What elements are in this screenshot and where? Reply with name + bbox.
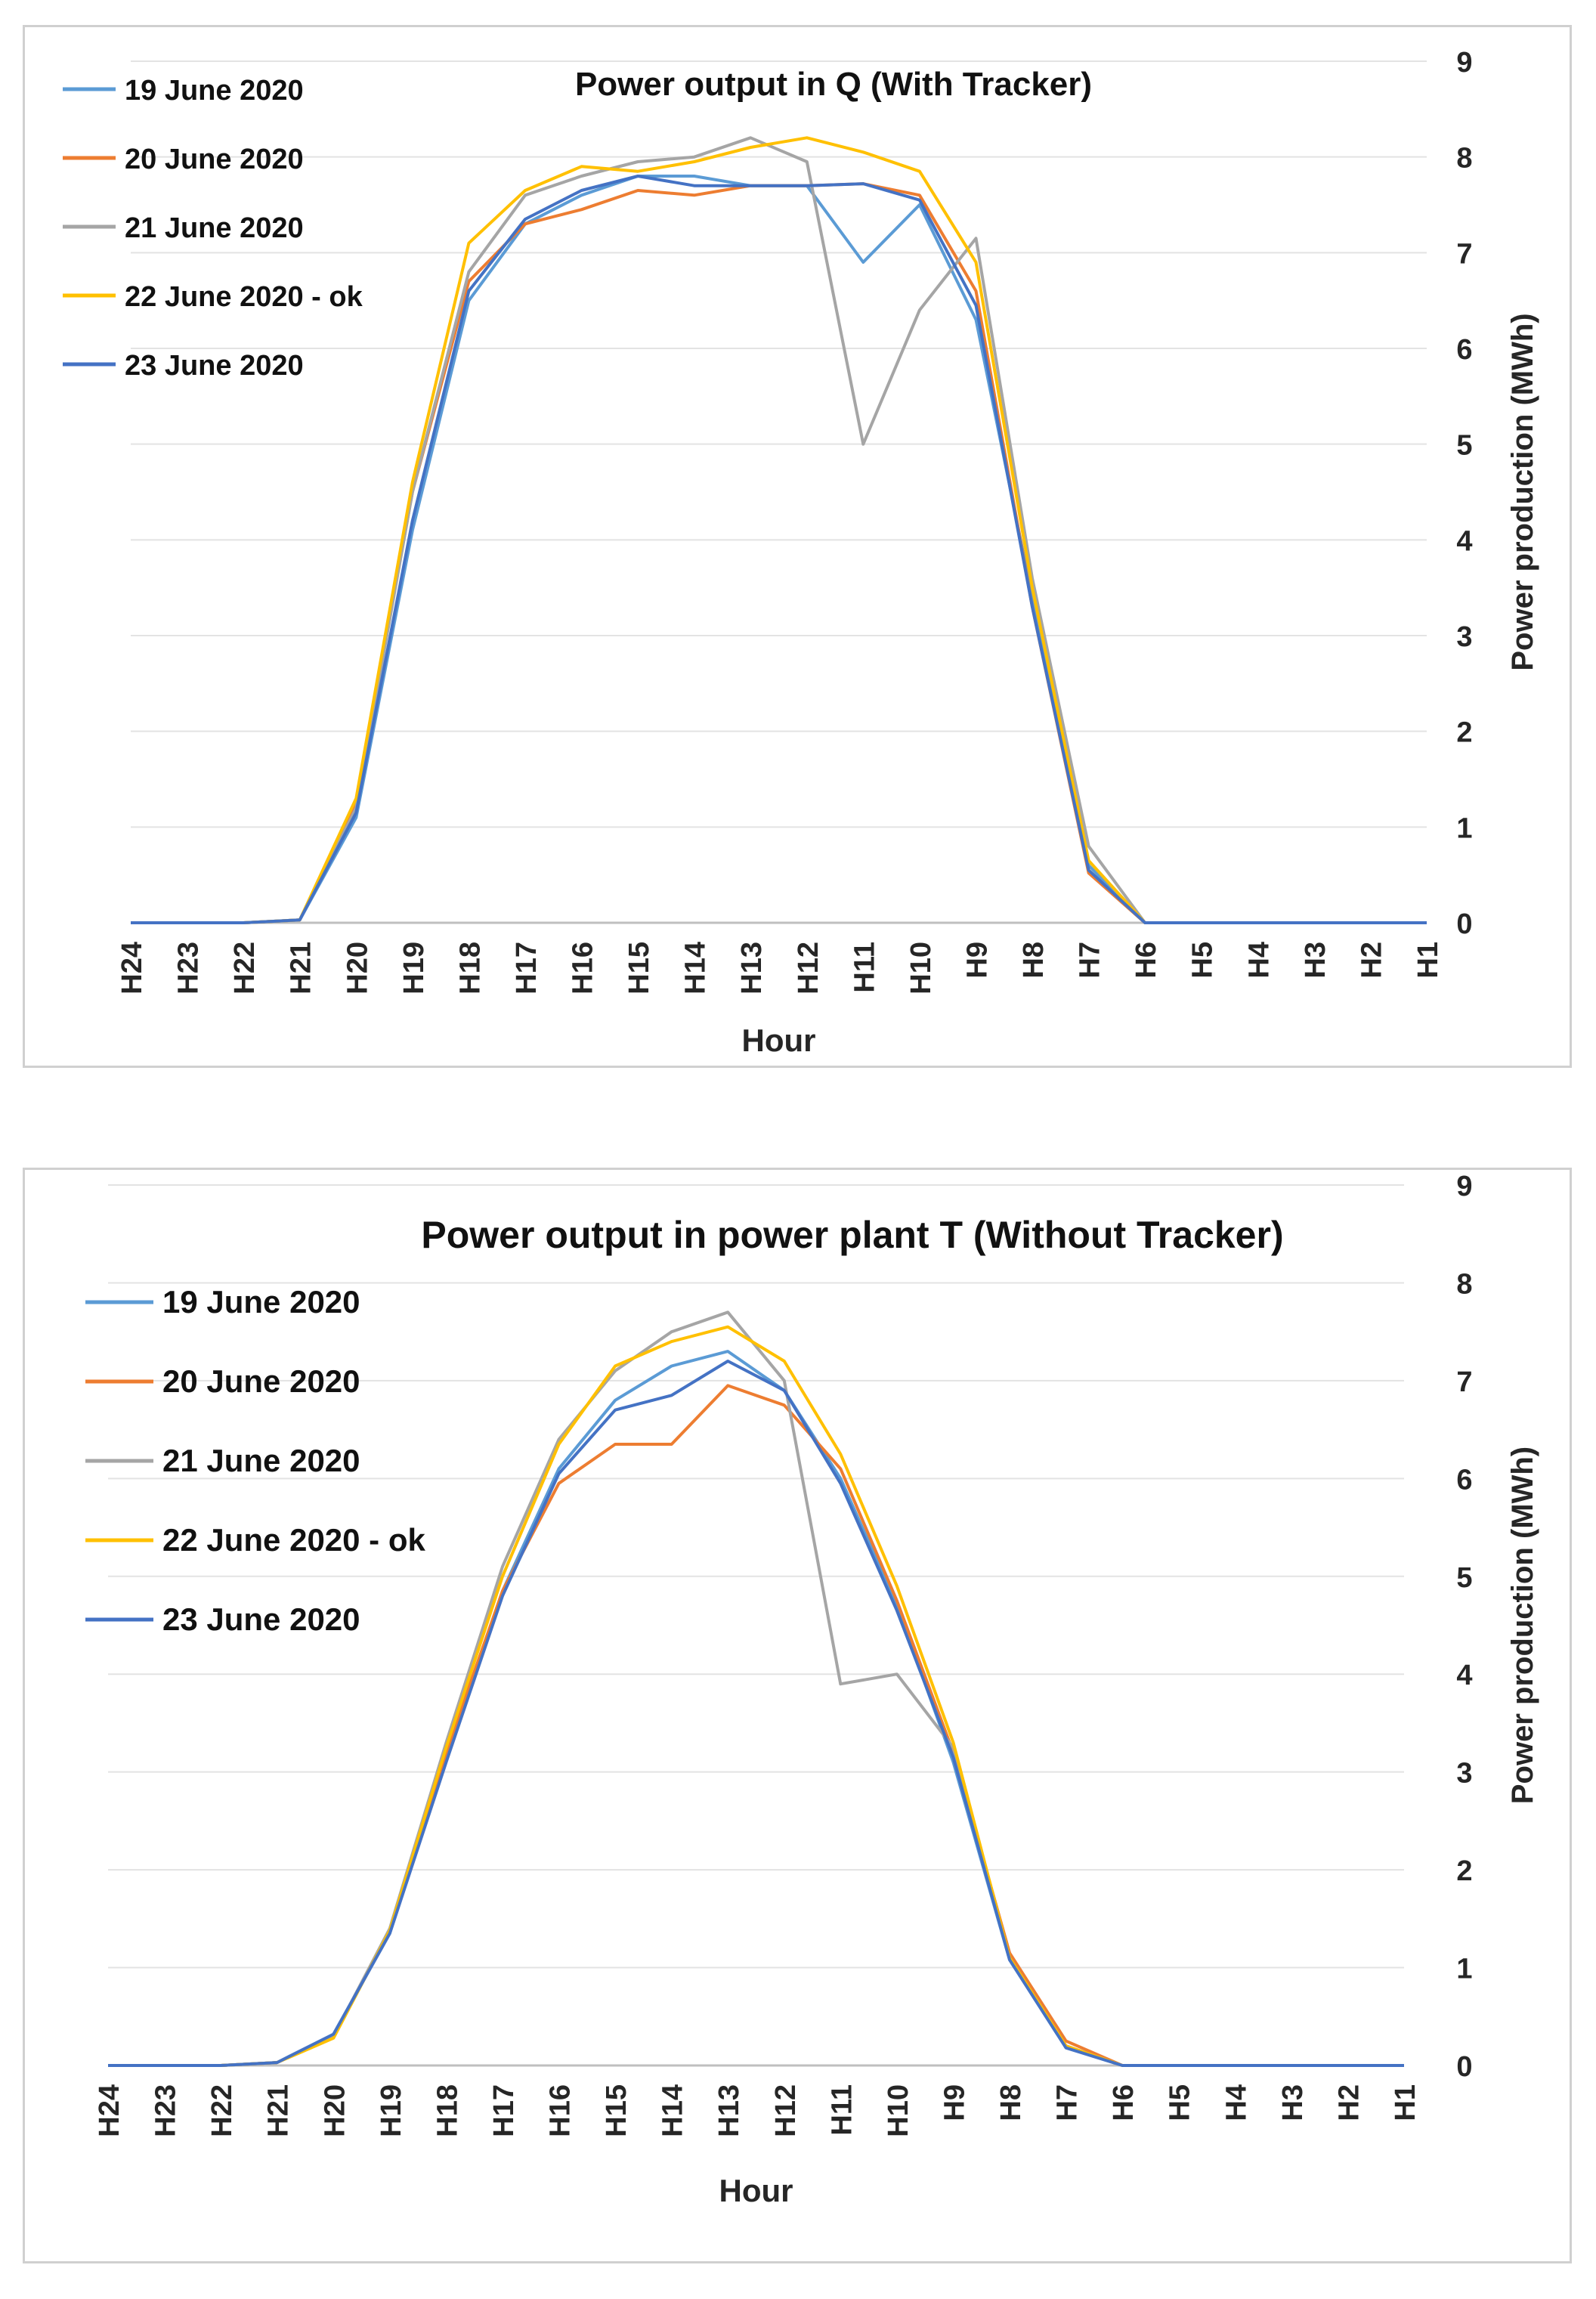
x-tick-label: H21 [263,2084,295,2137]
legend-label-2: 20 June 2020 [125,144,304,175]
chart-q-with-tracker: 0 1 2 3 4 5 6 7 8 9 H24 H23 H22 H21 H20 H19 H18 H17 H16 H15… [63,47,1539,1058]
y-tick-label: 7 [1456,238,1472,270]
chart-panel-t: 0 1 2 3 4 5 6 7 8 9 H24 H23 H22 H21 H20 H19 H18 H17 H16 H15… [23,1168,1572,2263]
legend-label-1: 19 June 2020 [125,75,304,107]
x-tick-label: H4 [1220,2084,1252,2121]
x-tick-label: H23 [150,2084,182,2137]
x-tick-label: H19 [398,942,430,995]
y-tick-label: 0 [1456,908,1472,940]
x-tick-label: H20 [319,2084,351,2137]
x-tick-label: H1 [1412,942,1444,979]
x-tick-label: H1 [1390,2084,1421,2121]
x-tick-label: H4 [1243,942,1275,979]
x-tick-label: H15 [601,2084,633,2137]
x-tick-label: H19 [376,2084,407,2137]
x-tick-label: H11 [826,2084,858,2136]
x-tick-label: H22 [206,2084,238,2137]
x-tick-label: H3 [1300,942,1332,979]
y-tick-label: 3 [1456,621,1472,653]
series-line-4 [108,1325,1404,2067]
x-tick-label: H6 [1130,942,1162,979]
legend-label-2: 20 June 2020 [162,1363,360,1399]
x-axis-title: Hour [719,2173,793,2208]
x-tick-label: H17 [511,942,543,995]
x-tick-label: H23 [173,942,205,995]
x-tick-label: H24 [116,942,148,995]
x-tick-label: H5 [1165,2084,1196,2121]
legend-label-4: 22 June 2020 - ok [162,1522,425,1558]
y-tick-label: 4 [1456,525,1472,557]
x-tick-label: H20 [342,942,373,995]
x-tick-label: H5 [1187,942,1219,979]
x-tick-label: H9 [961,942,993,979]
legend-label-3: 21 June 2020 [162,1443,360,1478]
chart-panel-q: 0 1 2 3 4 5 6 7 8 9 H24 H23 H22 H21 H20 H19 H18 H17 H16 H15… [23,25,1572,1068]
legend-label-5: 23 June 2020 [125,350,304,382]
series-line-5 [131,175,1427,924]
y-tick-label: 9 [1456,47,1472,79]
legend-label-5: 23 June 2020 [162,1601,360,1637]
legend-label-4: 22 June 2020 - ok [125,281,363,313]
series-line-3 [131,136,1427,924]
x-tick-label: H18 [431,2084,463,2137]
x-tick-label: H16 [545,2084,577,2137]
x-tick-label: H7 [1075,942,1106,979]
x-tick-label: H10 [883,2084,914,2137]
x-tick-label: H17 [488,2084,520,2137]
x-tick-label: H2 [1356,942,1387,979]
x-tick-label: H8 [995,2084,1027,2121]
x-tick-label: H7 [1052,2084,1084,2121]
series-line-2 [108,1384,1404,2067]
x-tick-label: H16 [568,942,599,995]
series-line-4 [131,136,1427,924]
x-tick-label: H9 [939,2084,970,2121]
y-tick-label: 6 [1456,334,1472,366]
x-tick-label: H14 [680,942,712,995]
x-tick-label: H24 [94,2084,125,2137]
x-tick-label: H10 [905,942,937,995]
x-tick-label: H18 [454,942,486,995]
x-tick-label: H12 [770,2084,802,2137]
y-axis-title: Power production (MWh) [1506,1447,1539,1804]
y-tick-label: 8 [1456,1268,1472,1300]
x-tick-label: H8 [1018,942,1050,979]
y-tick-label: 5 [1456,430,1472,462]
y-tick-label: 2 [1456,1855,1472,1887]
legend-label-1: 19 June 2020 [162,1284,360,1320]
y-axis-title: Power production (MWh) [1506,313,1539,670]
series-line-3 [108,1310,1404,2067]
y-tick-label: 8 [1456,143,1472,175]
x-tick-label: H2 [1333,2084,1365,2121]
y-tick-label: 0 [1456,2051,1472,2083]
y-tick-label: 9 [1456,1171,1472,1202]
y-tick-label: 6 [1456,1464,1472,1496]
x-axis-title: Hour [742,1023,816,1058]
y-tick-label: 3 [1456,1758,1472,1790]
x-tick-label: H15 [623,942,655,995]
x-tick-label: H11 [849,942,880,993]
x-tick-label: H21 [286,942,317,995]
y-tick-label: 7 [1456,1366,1472,1398]
y-tick-label: 2 [1456,717,1472,749]
chart-t-without-tracker: 0 1 2 3 4 5 6 7 8 9 H24 H23 H22 H21 H20 H19 H18 H17 H16 H15… [85,1171,1539,2208]
x-tick-label: H13 [736,942,768,995]
x-tick-label: H14 [657,2084,689,2137]
y-tick-label: 4 [1456,1660,1472,1691]
legend-label-3: 21 June 2020 [125,212,304,244]
x-tick-label: H12 [793,942,824,995]
x-tick-label: H6 [1108,2084,1140,2121]
x-tick-label: H13 [713,2084,745,2137]
y-tick-label: 5 [1456,1562,1472,1594]
series-line-5 [108,1360,1404,2067]
y-tick-label: 1 [1456,812,1472,844]
chart-title: Power output in Q (With Tracker) [575,66,1092,103]
x-tick-label: H3 [1277,2084,1309,2121]
chart-title: Power output in power plant T (Without T… [421,1214,1283,1256]
x-tick-label: H22 [229,942,261,995]
y-tick-label: 1 [1456,1954,1472,1985]
